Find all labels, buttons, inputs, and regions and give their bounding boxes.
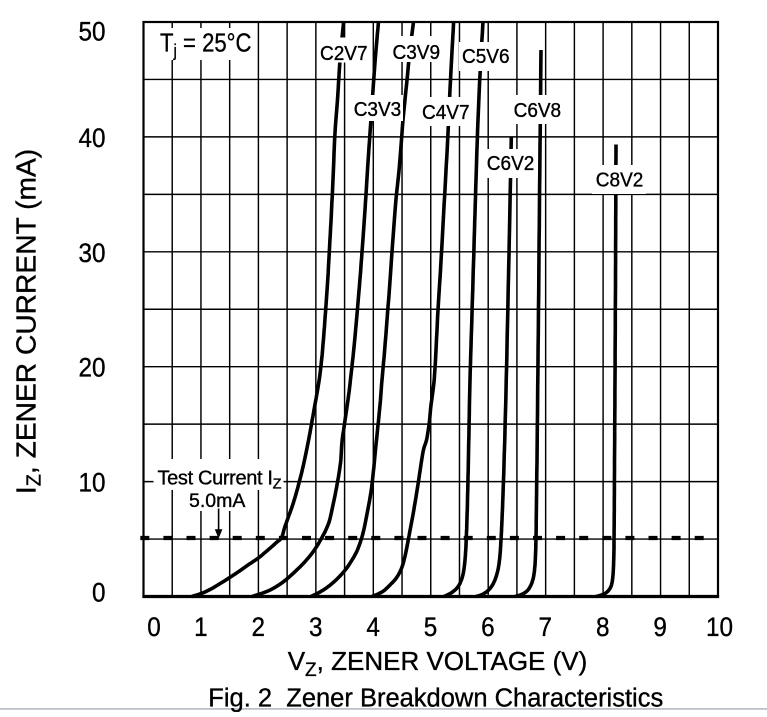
svg-text:1: 1 (194, 613, 208, 642)
svg-text:7: 7 (539, 613, 553, 642)
svg-text:C4V7: C4V7 (422, 102, 470, 125)
svg-text:2: 2 (252, 613, 266, 642)
svg-text:5.0mA: 5.0mA (189, 490, 245, 512)
svg-text:Tj = 25°C: Tj = 25°C (160, 29, 251, 61)
svg-text:4: 4 (366, 613, 380, 642)
svg-text:8: 8 (596, 613, 610, 642)
svg-text:VZ, ZENER VOLTAGE (V): VZ, ZENER VOLTAGE (V) (288, 646, 588, 681)
svg-text:6: 6 (481, 613, 495, 642)
svg-text:9: 9 (653, 613, 667, 642)
svg-text:50: 50 (78, 17, 105, 46)
svg-text:C8V2: C8V2 (596, 169, 644, 192)
svg-text:Fig. 2 Zener Breakdown Charac: Fig. 2 Zener Breakdown Characteristics (208, 685, 663, 713)
svg-text:Test Current IZ: Test Current IZ (158, 467, 282, 492)
svg-text:C5V6: C5V6 (462, 46, 510, 69)
svg-text:10: 10 (78, 468, 105, 497)
svg-text:C3V3: C3V3 (354, 99, 402, 122)
svg-text:C3V9: C3V9 (393, 41, 441, 64)
svg-text:30: 30 (78, 239, 105, 268)
svg-text:IZ, ZENER CURRENT (mA): IZ, ZENER CURRENT (mA) (10, 149, 46, 494)
svg-text:0: 0 (147, 613, 161, 642)
svg-text:20: 20 (78, 354, 105, 383)
svg-text:5: 5 (424, 613, 438, 642)
svg-text:3: 3 (309, 613, 323, 642)
svg-text:C6V2: C6V2 (487, 153, 535, 176)
svg-text:40: 40 (78, 124, 105, 153)
svg-text:C6V8: C6V8 (514, 100, 562, 123)
svg-text:C2V7: C2V7 (320, 43, 368, 66)
svg-text:0: 0 (92, 578, 106, 607)
svg-text:10: 10 (706, 613, 733, 642)
